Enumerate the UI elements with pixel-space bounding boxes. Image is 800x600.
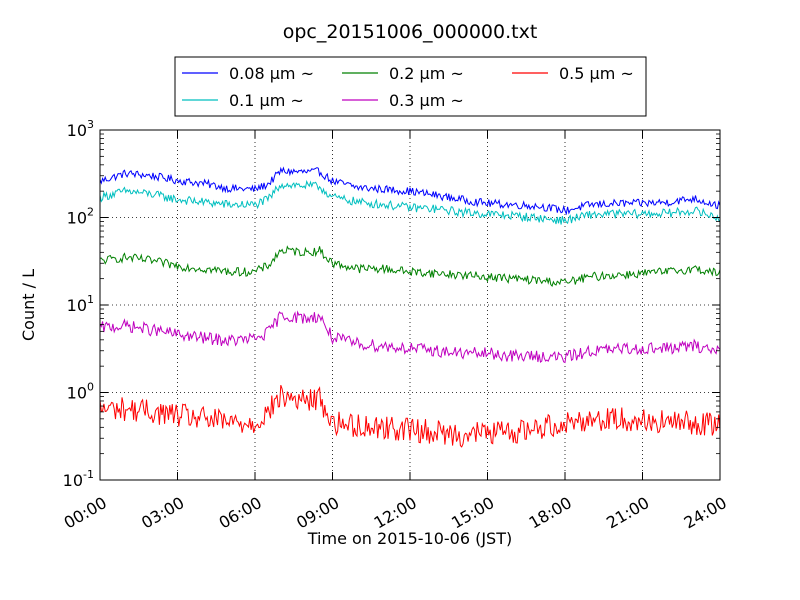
legend-label: 0.1 μm ~ bbox=[229, 91, 304, 110]
chart-figure: opc_20151006_000000.txt 0.08 μm ~ 0.1 μm … bbox=[0, 0, 800, 600]
x-axis-label: Time on 2015-10-06 (JST) bbox=[307, 529, 512, 548]
legend-label: 0.5 μm ~ bbox=[559, 64, 634, 83]
legend-label: 0.2 μm ~ bbox=[389, 64, 464, 83]
plot-area bbox=[100, 130, 720, 480]
legend-label: 0.3 μm ~ bbox=[389, 91, 464, 110]
chart-svg: opc_20151006_000000.txt 0.08 μm ~ 0.1 μm … bbox=[0, 0, 800, 600]
y-axis-label: Count / L bbox=[19, 269, 38, 341]
legend-label: 0.08 μm ~ bbox=[229, 64, 314, 83]
chart-legend: 0.08 μm ~ 0.1 μm ~ 0.2 μm ~ 0.3 μm ~ 0.5 μm … bbox=[175, 57, 646, 116]
chart-title: opc_20151006_000000.txt bbox=[283, 21, 538, 43]
